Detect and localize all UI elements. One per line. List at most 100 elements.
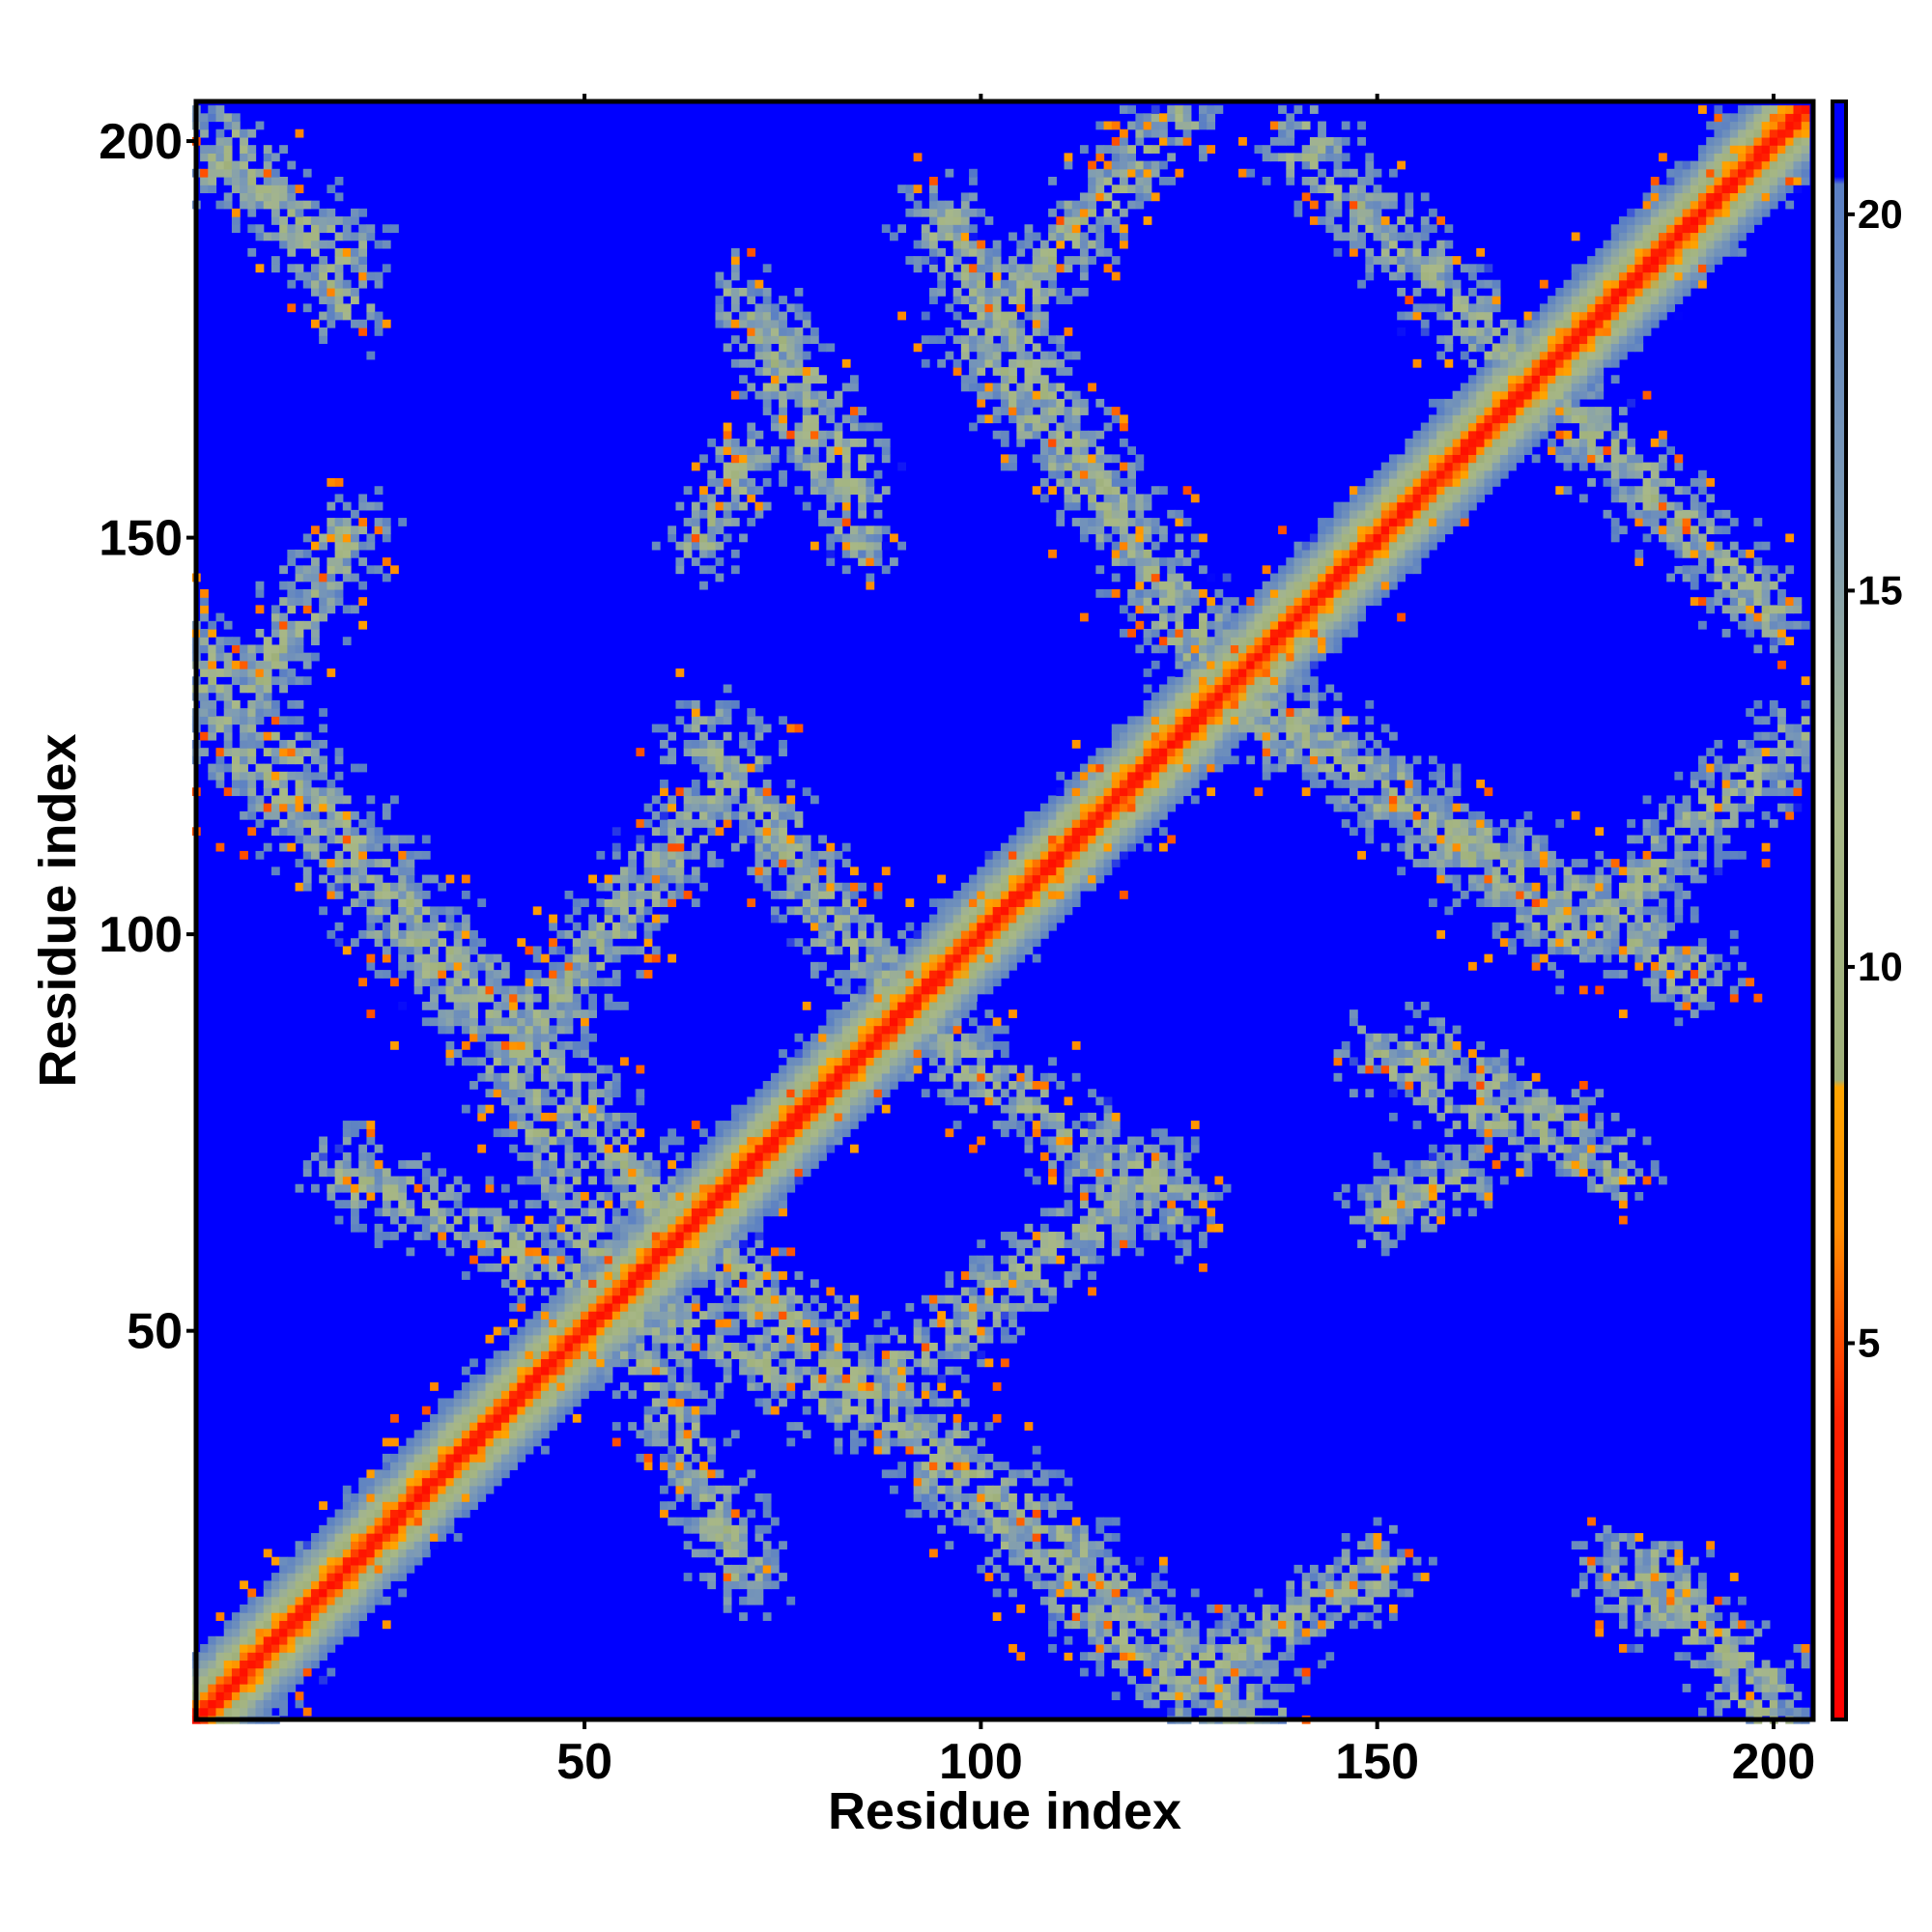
heatmap-cell (374, 1477, 384, 1487)
heatmap-cell (770, 1350, 780, 1360)
heatmap-cell (295, 748, 304, 756)
heatmap-cell (707, 1223, 717, 1233)
heatmap-cell (810, 890, 819, 899)
heatmap-cell (779, 414, 787, 424)
heatmap-cell (651, 1430, 661, 1439)
heatmap-cell (945, 978, 954, 987)
heatmap-cell (453, 922, 463, 931)
heatmap-cell (358, 581, 368, 590)
heatmap-cell (660, 1247, 668, 1257)
heatmap-cell (279, 644, 288, 654)
heatmap-cell (351, 763, 359, 773)
heatmap-cell (818, 1057, 827, 1066)
heatmap-cell (636, 1215, 645, 1225)
heatmap-cell (382, 1556, 391, 1566)
heatmap-cell (438, 1191, 447, 1201)
heatmap-cell (952, 296, 962, 304)
heatmap-cell (873, 541, 883, 551)
heatmap-cell (929, 1366, 938, 1376)
heatmap-cell (754, 343, 764, 353)
heatmap-cell (532, 1104, 542, 1114)
heatmap-cell (231, 1675, 241, 1685)
heatmap-cell (660, 882, 668, 892)
heatmap-cell (841, 1057, 851, 1066)
heatmap-cell (977, 1469, 986, 1479)
heatmap-cell (390, 224, 399, 234)
heatmap-cell (532, 906, 542, 916)
heatmap-cell (287, 1684, 297, 1692)
heatmap-cell (263, 1707, 272, 1717)
heatmap-cell (643, 1302, 653, 1312)
heatmap-cell (620, 1287, 629, 1296)
heatmap-cell (802, 462, 811, 471)
heatmap-cell (540, 1342, 550, 1351)
heatmap-cell (754, 1112, 764, 1122)
heatmap-cell (873, 1366, 883, 1376)
heatmap-cell (382, 1437, 391, 1447)
heatmap-cell (905, 946, 915, 955)
heatmap-cell (802, 1001, 811, 1010)
heatmap-cell (334, 557, 344, 566)
heatmap-cell (327, 573, 336, 582)
heatmap-cell (453, 1501, 463, 1511)
heatmap-cell (668, 1128, 677, 1138)
heatmap-cell (556, 1223, 566, 1233)
heatmap-cell (937, 1453, 947, 1463)
heatmap-cell (215, 842, 225, 852)
heatmap-cell (937, 906, 947, 916)
heatmap-cell (493, 953, 502, 963)
heatmap-cell (754, 1533, 764, 1542)
heatmap-cell (430, 1200, 439, 1209)
heatmap-cell (231, 160, 241, 170)
heatmap-cell (849, 1033, 859, 1042)
heatmap-cell (786, 1437, 796, 1447)
heatmap-cell (334, 177, 344, 185)
heatmap-cell (374, 930, 384, 939)
heatmap-cell (730, 469, 740, 479)
heatmap-cell (747, 446, 756, 455)
heatmap-cell (660, 1485, 668, 1494)
heatmap-cell (754, 1398, 764, 1407)
heatmap-cell (683, 739, 693, 749)
heatmap-cell (295, 771, 304, 781)
heatmap-cell (334, 1580, 344, 1590)
heatmap-cell (342, 1541, 352, 1550)
heatmap-cell (937, 1072, 947, 1082)
heatmap-cell (937, 930, 947, 939)
heatmap-cell (231, 716, 241, 725)
heatmap-cell (200, 185, 209, 194)
heatmap-cell (739, 1223, 748, 1233)
heatmap-cell (342, 565, 352, 575)
heatmap-cell (960, 1469, 970, 1479)
heatmap-cell (342, 232, 352, 242)
heatmap-cell (849, 1366, 859, 1376)
heatmap-cell (532, 1358, 542, 1368)
heatmap-cell (334, 1596, 344, 1605)
heatmap-cell (707, 1509, 717, 1519)
heatmap-cell (929, 1548, 938, 1558)
heatmap-cell (762, 835, 772, 844)
heatmap-cell (739, 1580, 748, 1590)
heatmap-cell (366, 795, 376, 805)
heatmap-cell (779, 1049, 787, 1058)
heatmap-cell (628, 1151, 638, 1161)
heatmap-cell (715, 1342, 724, 1351)
heatmap-cell (295, 637, 304, 646)
heatmap-cell (841, 906, 851, 916)
heatmap-cell (897, 185, 907, 194)
heatmap-cell (270, 612, 280, 622)
heatmap-cell (960, 985, 970, 995)
heatmap-cell (334, 526, 344, 535)
heatmap-cell (302, 1573, 312, 1581)
heatmap-cell (651, 1200, 661, 1209)
heatmap-cell (493, 1358, 502, 1368)
heatmap-cell (691, 1176, 700, 1185)
heatmap-cell (945, 993, 954, 1003)
heatmap-cell (200, 660, 209, 669)
heatmap-cell (556, 1390, 566, 1400)
heatmap-cell (754, 1200, 764, 1209)
heatmap-cell (382, 970, 391, 979)
heatmap-cell (675, 699, 685, 709)
heatmap-cell (453, 1406, 463, 1415)
heatmap-cell (747, 247, 756, 257)
